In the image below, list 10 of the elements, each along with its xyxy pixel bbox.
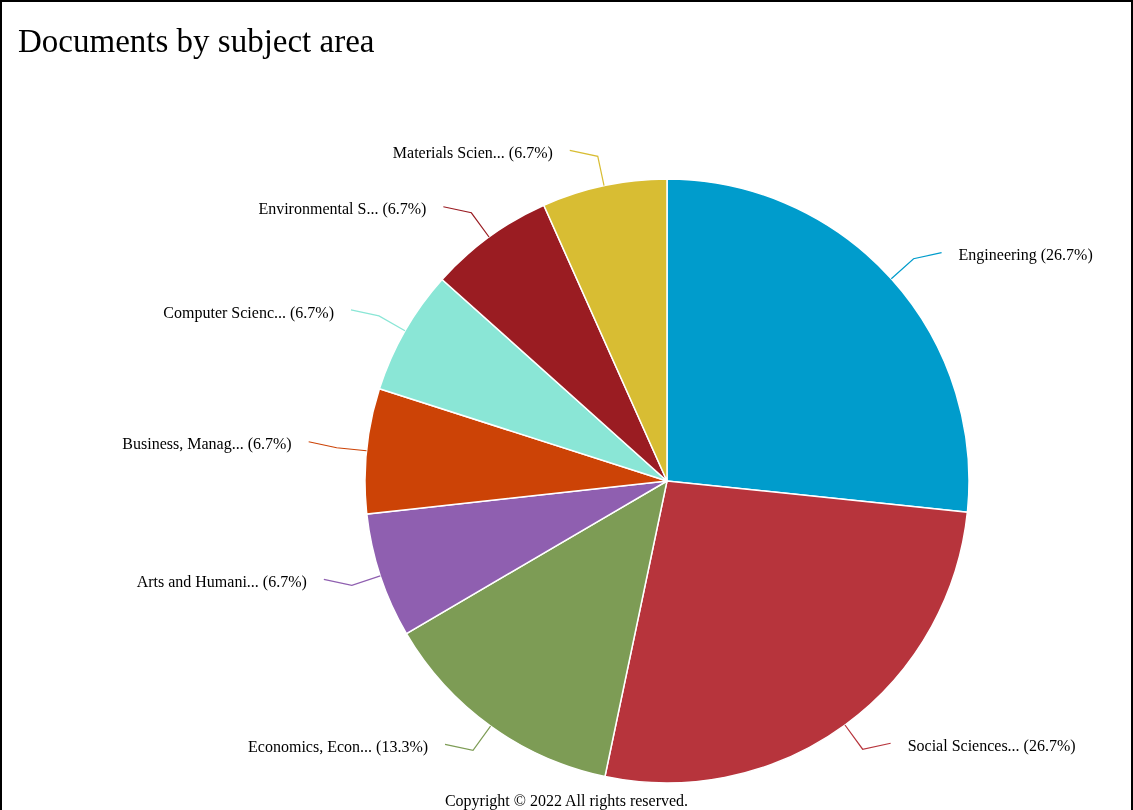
slice-label: Computer Scienc... (6.7%)	[163, 303, 334, 322]
slice-label: Economics, Econ... (13.3%)	[248, 738, 429, 757]
slice-label: Arts and Humani... (6.7%)	[136, 573, 307, 592]
text: Copyright © 2022 All rights reserved.	[444, 792, 689, 810]
slice-label: Business, Manag... (6.7%)	[122, 435, 292, 454]
chart-title: Documents by subject area	[18, 23, 375, 59]
slice-label: Engineering (26.7%)	[958, 246, 1093, 265]
slice-label: Materials Scien... (6.7%)	[392, 143, 553, 162]
slice-label: Social Sciences... (26.7%)	[907, 736, 1076, 755]
slice-label: Environmental S... (6.7%)	[258, 200, 427, 219]
